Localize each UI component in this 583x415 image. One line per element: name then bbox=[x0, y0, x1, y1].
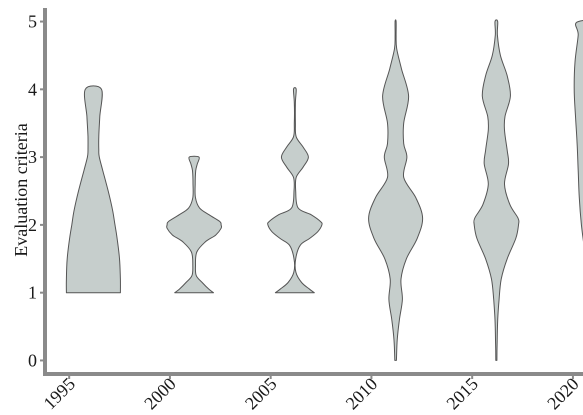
y-tick-label: 5 bbox=[28, 12, 37, 32]
y-axis-title: Evaluation criteria bbox=[11, 123, 31, 256]
y-tick-label: 1 bbox=[28, 283, 37, 303]
violin-2005 bbox=[267, 87, 323, 294]
violin-2010 bbox=[368, 19, 424, 361]
violin-2020 bbox=[573, 20, 583, 242]
violins-layer bbox=[65, 19, 583, 361]
y-tick-label: 2 bbox=[28, 215, 37, 235]
y-tick-label: 0 bbox=[28, 350, 37, 370]
y-tick-layer: 0 1 2 3 4 5 bbox=[28, 12, 45, 370]
violin-1995 bbox=[65, 85, 121, 294]
violin-2015 bbox=[473, 19, 520, 361]
y-tick-label: 3 bbox=[28, 147, 37, 167]
violin-2000 bbox=[166, 155, 223, 294]
y-tick-label: 4 bbox=[28, 79, 37, 99]
